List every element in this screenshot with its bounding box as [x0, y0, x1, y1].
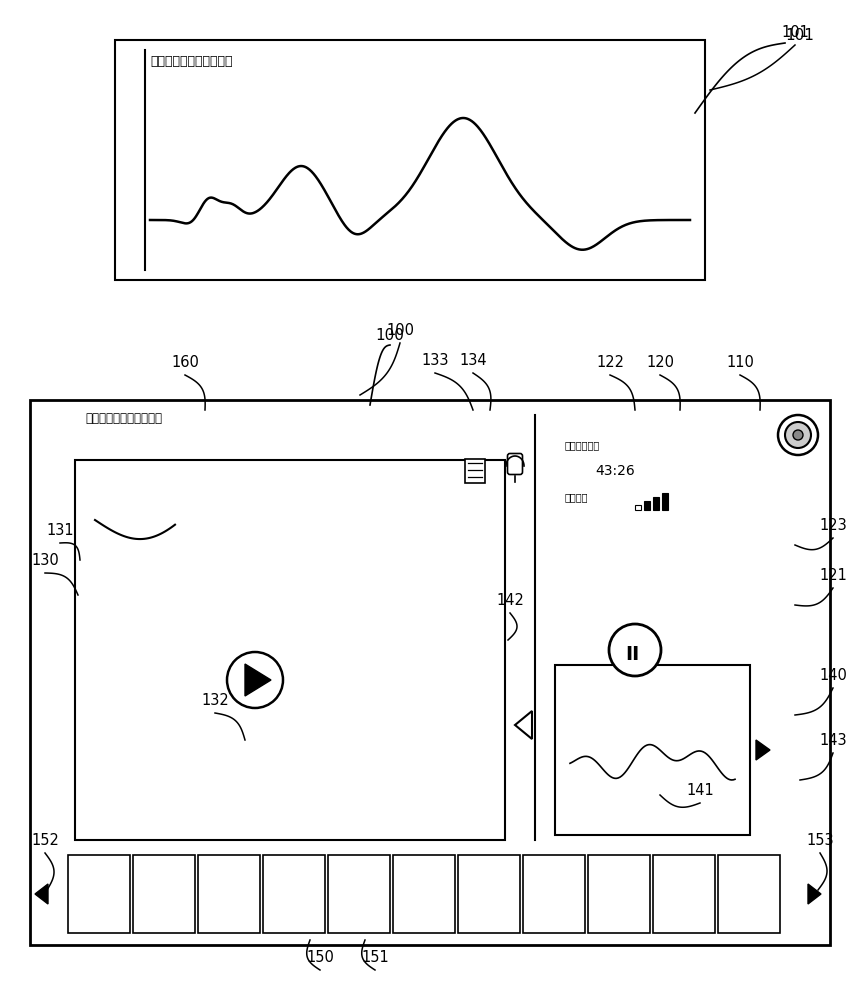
Circle shape: [227, 652, 282, 708]
Bar: [133, 855, 194, 933]
Text: 象金山知识产权国际峰会: 象金山知识产权国际峰会: [85, 412, 162, 425]
Text: 121: 121: [818, 568, 846, 583]
Circle shape: [784, 422, 810, 448]
Bar: [643, 501, 649, 510]
Bar: [635, 505, 641, 510]
Text: 143: 143: [818, 733, 846, 748]
Text: 110: 110: [725, 355, 753, 370]
Text: 131: 131: [46, 523, 73, 538]
Text: 100: 100: [386, 323, 414, 338]
Text: 141: 141: [685, 783, 713, 798]
Polygon shape: [35, 884, 48, 904]
Bar: [661, 493, 667, 510]
Bar: [263, 855, 325, 933]
Bar: [653, 855, 714, 933]
Circle shape: [777, 415, 817, 455]
Bar: [717, 855, 779, 933]
Text: 象金山知识产权国际峰会: 象金山知识产权国际峰会: [150, 55, 232, 68]
Polygon shape: [755, 740, 769, 760]
Text: 录音品质: 录音品质: [565, 492, 588, 502]
Bar: [68, 855, 130, 933]
Polygon shape: [807, 884, 820, 904]
Bar: [75, 460, 504, 840]
Circle shape: [608, 624, 660, 676]
Text: 101: 101: [780, 25, 808, 40]
Text: 151: 151: [361, 950, 388, 965]
Text: 153: 153: [805, 833, 833, 848]
Text: 150: 150: [305, 950, 334, 965]
Bar: [588, 855, 649, 933]
Text: 100: 100: [375, 328, 404, 343]
Text: 142: 142: [496, 593, 524, 608]
Bar: [30, 400, 829, 945]
Text: 101: 101: [784, 28, 813, 43]
Bar: [198, 855, 259, 933]
Bar: [328, 855, 390, 933]
Bar: [457, 855, 519, 933]
Bar: [392, 855, 455, 933]
Bar: [464, 459, 485, 483]
Polygon shape: [245, 664, 270, 696]
Text: 160: 160: [171, 355, 199, 370]
Text: 130: 130: [31, 553, 59, 568]
Text: 133: 133: [421, 353, 448, 368]
Bar: [115, 40, 705, 280]
Text: 134: 134: [459, 353, 486, 368]
Bar: [653, 497, 659, 510]
Bar: [554, 665, 749, 835]
Text: 140: 140: [818, 668, 846, 683]
Text: 请录已录时间: 请录已录时间: [565, 440, 600, 450]
Text: 152: 152: [31, 833, 59, 848]
Text: 123: 123: [818, 518, 846, 533]
Bar: [522, 855, 584, 933]
Text: 43:26: 43:26: [595, 464, 634, 478]
Text: 120: 120: [645, 355, 673, 370]
Text: 132: 132: [201, 693, 229, 708]
Text: II: II: [624, 645, 639, 664]
Text: 122: 122: [595, 355, 624, 370]
Circle shape: [792, 430, 802, 440]
FancyBboxPatch shape: [507, 454, 522, 475]
